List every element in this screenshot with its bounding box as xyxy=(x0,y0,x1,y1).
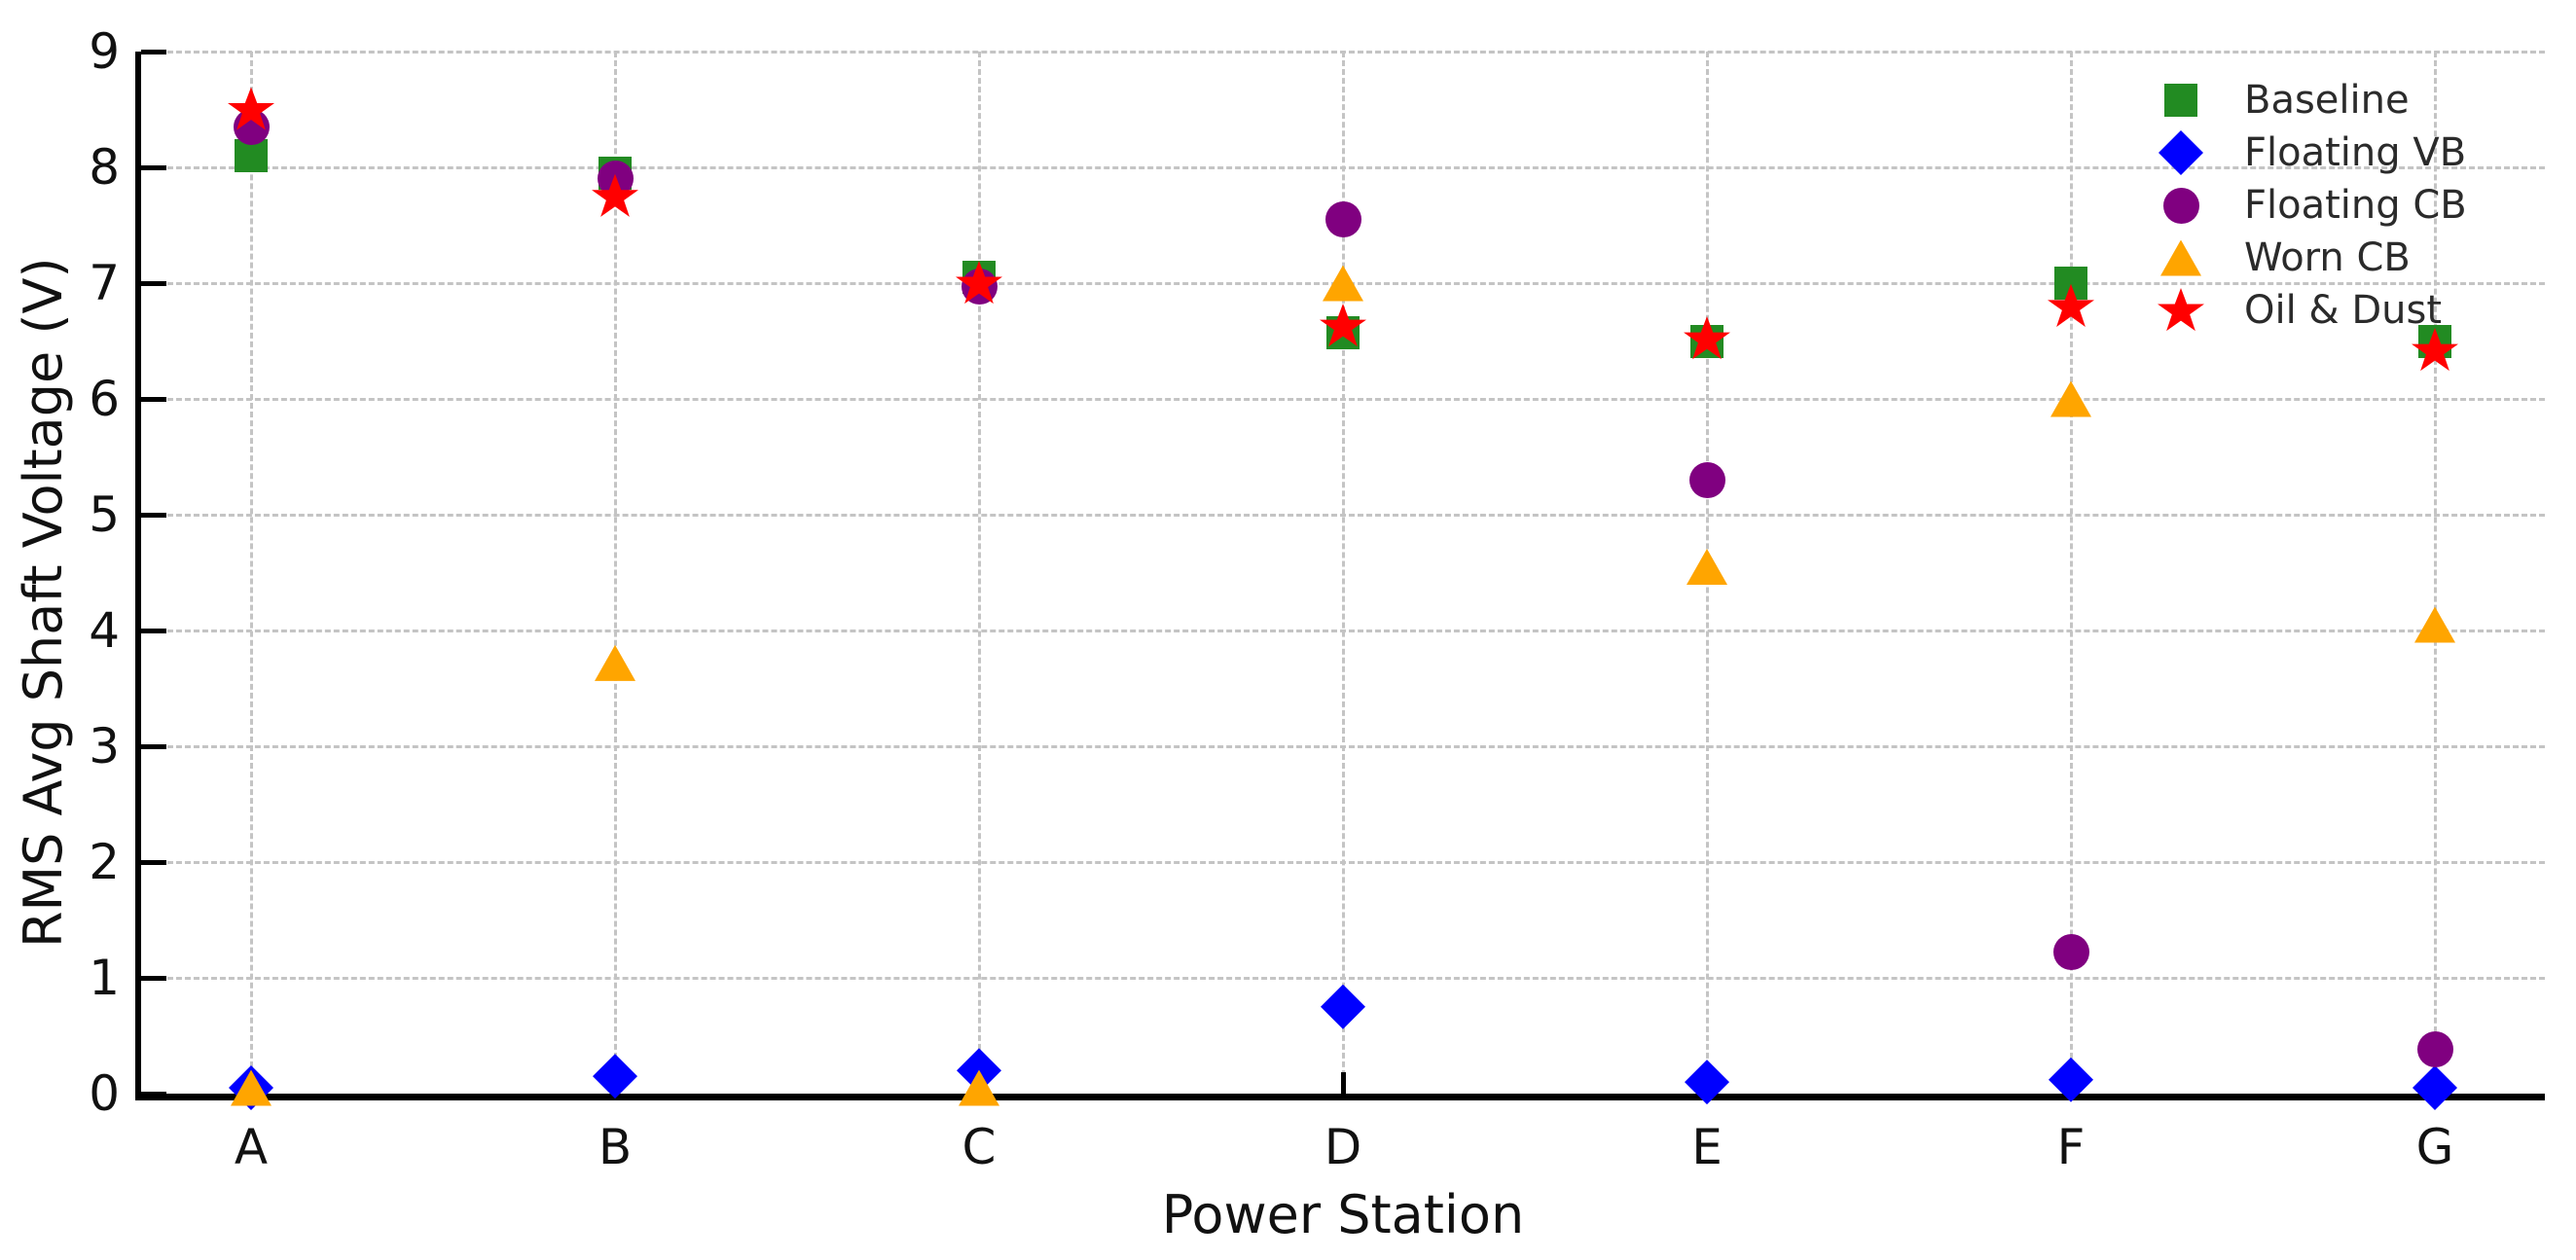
v-gridline xyxy=(977,52,981,1094)
y-tick-mark xyxy=(141,859,166,865)
legend-label: Floating VB xyxy=(2244,130,2467,175)
legend-circle-marker xyxy=(2162,187,2199,224)
legend-label: Worn CB xyxy=(2244,235,2411,280)
circle-icon xyxy=(2159,183,2203,228)
y-tick-mark xyxy=(141,512,166,518)
data-point-circle-marker xyxy=(2416,1031,2453,1068)
y-tick-label: 9 xyxy=(89,23,120,80)
diamond-icon xyxy=(2159,130,2203,175)
legend-triangle-marker xyxy=(2160,239,2201,276)
y-axis-spine xyxy=(135,52,141,1100)
data-point-diamond-marker xyxy=(2413,1065,2457,1111)
legend-label: Baseline xyxy=(2244,78,2410,123)
x-tick-label: E xyxy=(1691,1119,1723,1175)
data-point-diamond-marker xyxy=(1321,984,1365,1029)
legend-label: Oil & Dust xyxy=(2244,288,2443,333)
data-point-diamond-marker xyxy=(593,1054,637,1099)
y-tick-mark xyxy=(141,164,166,170)
legend-label: Floating CB xyxy=(2244,183,2467,228)
y-tick-label: 4 xyxy=(89,602,120,659)
star-icon xyxy=(2158,288,2204,333)
y-tick-label: 0 xyxy=(89,1065,120,1122)
triangle-icon xyxy=(2159,235,2203,280)
y-tick-label: 5 xyxy=(89,486,120,543)
legend-star-marker xyxy=(2158,288,2204,332)
y-tick-mark xyxy=(141,743,166,749)
x-axis-title: Power Station xyxy=(1161,1184,1525,1245)
square-icon xyxy=(2159,78,2203,123)
data-point-triangle-marker xyxy=(2414,606,2455,643)
x-axis-spine xyxy=(135,1094,2545,1100)
data-point-circle-marker xyxy=(2052,934,2089,971)
legend-item: Floating VB xyxy=(2159,130,2467,175)
v-gridline xyxy=(249,52,253,1094)
data-point-circle-marker xyxy=(1688,461,1725,498)
y-tick-label: 1 xyxy=(89,950,120,1006)
legend-item: Baseline xyxy=(2159,80,2467,121)
x-tick-label: G xyxy=(2415,1119,2454,1175)
legend-item: Oil & Dust xyxy=(2158,288,2467,333)
x-tick-label: F xyxy=(2056,1119,2086,1175)
y-tick-mark xyxy=(141,975,166,981)
y-tick-label: 3 xyxy=(89,718,120,774)
y-tick-mark xyxy=(141,280,166,286)
y-tick-label: 2 xyxy=(89,834,120,890)
y-tick-mark xyxy=(141,49,166,54)
x-tick-mark xyxy=(1340,1072,1346,1094)
y-tick-mark xyxy=(141,628,166,633)
v-gridline xyxy=(2433,52,2437,1094)
y-tick-mark xyxy=(141,396,166,402)
data-point-triangle-marker xyxy=(595,644,635,681)
x-tick-label: D xyxy=(1324,1119,1362,1175)
legend-item: Floating CB xyxy=(2159,185,2467,226)
legend: Baseline Floating VB Floating CB Worn CB Oil… xyxy=(2158,80,2467,333)
plot-area xyxy=(141,49,2545,1111)
legend-diamond-marker xyxy=(2159,130,2203,175)
y-tick-label: 6 xyxy=(89,371,120,427)
x-tick-label: C xyxy=(961,1119,997,1175)
y-tick-label: 7 xyxy=(89,255,120,311)
data-point-circle-marker xyxy=(1324,201,1361,238)
legend-item: Worn CB xyxy=(2159,237,2467,278)
data-point-triangle-marker xyxy=(1687,549,1727,586)
y-tick-label: 8 xyxy=(89,139,120,196)
x-tick-label: B xyxy=(598,1119,633,1175)
x-tick-label: A xyxy=(234,1119,269,1175)
v-gridline xyxy=(613,52,617,1094)
v-gridline xyxy=(1341,52,1345,1094)
v-gridline xyxy=(2069,52,2073,1094)
legend-square-marker xyxy=(2164,84,2197,117)
